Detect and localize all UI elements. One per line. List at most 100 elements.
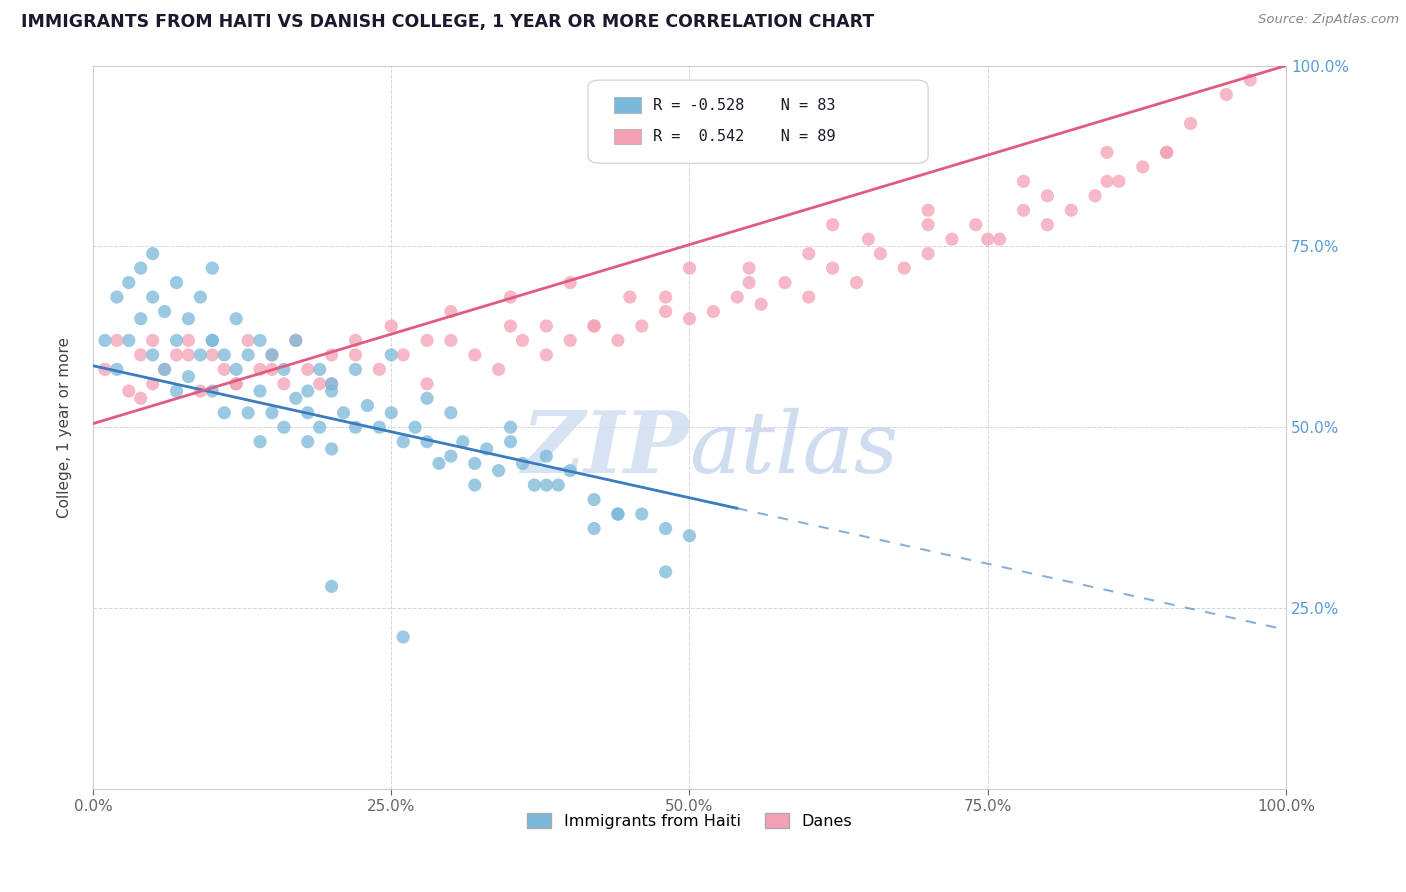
Point [725, 290, 748, 304]
Point [678, 261, 700, 276]
Point [321, 579, 343, 593]
Point [129, 348, 152, 362]
Point [118, 334, 141, 348]
Point [236, 334, 259, 348]
Point [260, 362, 283, 376]
Point [630, 318, 652, 333]
Point [1012, 174, 1035, 188]
FancyBboxPatch shape [614, 97, 641, 113]
Point [225, 311, 247, 326]
Point [749, 297, 772, 311]
Text: IMMIGRANTS FROM HAITI VS DANISH COLLEGE, 1 YEAR OR MORE CORRELATION CHART: IMMIGRANTS FROM HAITI VS DANISH COLLEGE,… [21, 13, 875, 31]
Point [499, 290, 522, 304]
Point [1060, 203, 1083, 218]
Point [988, 232, 1011, 246]
Point [236, 406, 259, 420]
Point [560, 464, 582, 478]
Point [297, 434, 319, 449]
Point [129, 392, 152, 406]
Point [118, 276, 141, 290]
Point [416, 334, 439, 348]
Point [1095, 174, 1118, 188]
Point [142, 348, 165, 362]
Point [821, 261, 844, 276]
Point [166, 348, 188, 362]
Point [821, 218, 844, 232]
Point [1156, 145, 1178, 160]
Point [845, 276, 868, 290]
Point [105, 290, 128, 304]
Point [917, 218, 939, 232]
Point [201, 334, 224, 348]
Text: Source: ZipAtlas.com: Source: ZipAtlas.com [1258, 13, 1399, 27]
Point [1180, 116, 1202, 130]
Point [654, 290, 676, 304]
Point [499, 318, 522, 333]
Point [344, 348, 367, 362]
Point [797, 246, 820, 260]
Point [321, 376, 343, 391]
Point [1012, 203, 1035, 218]
Text: atlas: atlas [689, 408, 898, 491]
Point [1132, 160, 1154, 174]
Point [488, 362, 510, 376]
Point [464, 457, 486, 471]
Point [965, 218, 987, 232]
Point [440, 406, 463, 420]
Point [1036, 218, 1059, 232]
Point [583, 318, 606, 333]
Point [321, 442, 343, 456]
Point [284, 334, 307, 348]
Point [440, 334, 463, 348]
Point [797, 290, 820, 304]
Point [308, 420, 330, 434]
Point [129, 311, 152, 326]
Point [284, 334, 307, 348]
Point [536, 318, 558, 333]
Point [583, 492, 606, 507]
Point [368, 420, 391, 434]
Point [619, 290, 641, 304]
Point [1239, 73, 1261, 87]
Point [273, 420, 295, 434]
Point [177, 348, 200, 362]
Point [332, 406, 354, 420]
Point [201, 384, 224, 398]
Point [201, 261, 224, 276]
Point [166, 334, 188, 348]
Point [94, 334, 117, 348]
Point [249, 434, 271, 449]
Point [536, 348, 558, 362]
Text: R = -0.528    N = 83: R = -0.528 N = 83 [652, 98, 835, 113]
Point [212, 406, 235, 420]
Point [249, 362, 271, 376]
Point [512, 457, 534, 471]
Point [380, 348, 402, 362]
Point [416, 434, 439, 449]
Point [142, 376, 165, 391]
Point [583, 521, 606, 535]
Point [392, 630, 415, 644]
Point [321, 384, 343, 398]
Point [917, 246, 939, 260]
Point [630, 507, 652, 521]
Point [153, 362, 176, 376]
Point [917, 203, 939, 218]
Point [260, 348, 283, 362]
Point [236, 348, 259, 362]
Point [368, 362, 391, 376]
Point [225, 376, 247, 391]
Point [536, 449, 558, 463]
Point [451, 434, 474, 449]
Point [344, 334, 367, 348]
Point [273, 362, 295, 376]
Point [392, 348, 415, 362]
Point [488, 464, 510, 478]
Point [858, 232, 880, 246]
Point [977, 232, 1000, 246]
Point [416, 392, 439, 406]
Point [941, 232, 963, 246]
Point [1084, 188, 1107, 202]
Point [427, 457, 450, 471]
Point [190, 290, 212, 304]
